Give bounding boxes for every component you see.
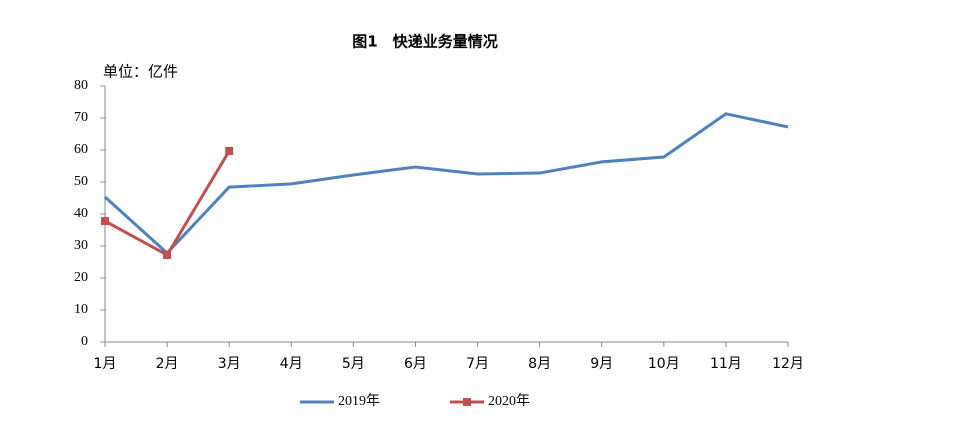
y-tick-label: 10 xyxy=(74,302,88,317)
x-tick-label: 5月 xyxy=(342,356,365,372)
legend-label: 2019年 xyxy=(338,393,380,409)
x-tick-label: 11月 xyxy=(710,356,742,372)
legend-label: 2020年 xyxy=(488,393,530,409)
x-tick-label: 3月 xyxy=(218,356,241,372)
x-tick-label: 6月 xyxy=(404,356,427,372)
y-unit-label: 单位：亿件 xyxy=(103,63,178,81)
y-tick-label: 30 xyxy=(74,238,88,253)
y-tick-label: 80 xyxy=(74,78,88,93)
y-tick-label: 50 xyxy=(74,174,88,189)
y-tick-label: 20 xyxy=(74,270,88,285)
x-tick-label: 8月 xyxy=(528,356,551,372)
series-line xyxy=(103,112,789,256)
x-tick-label: 4月 xyxy=(280,356,303,372)
x-tick-label: 1月 xyxy=(94,356,117,372)
legend-marker xyxy=(463,398,471,406)
series-line xyxy=(104,150,231,257)
data-point xyxy=(101,217,109,226)
data-point xyxy=(225,146,234,155)
y-tick-label: 40 xyxy=(74,206,88,221)
x-tick-label: 9月 xyxy=(590,356,613,372)
data-point xyxy=(163,250,172,259)
x-tick-label: 10月 xyxy=(648,356,680,372)
chart-title: 图1 快递业务量情况 xyxy=(352,33,497,51)
x-tick-label: 12月 xyxy=(772,356,804,372)
x-tick-label: 2月 xyxy=(156,356,179,372)
x-tick-label: 7月 xyxy=(466,356,489,372)
y-tick-label: 0 xyxy=(81,334,88,349)
y-tick-label: 70 xyxy=(74,110,88,125)
y-tick-label: 60 xyxy=(74,142,88,157)
